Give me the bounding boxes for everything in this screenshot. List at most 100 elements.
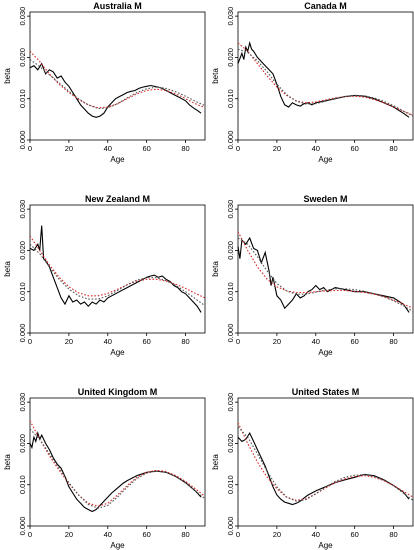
y-tick-label: 0.000: [226, 131, 235, 150]
x-tick-label: 40: [104, 530, 112, 539]
y-tick-label: 0.010: [226, 475, 235, 494]
x-axis-label: Age: [318, 155, 333, 164]
x-tick-label: 40: [104, 337, 112, 346]
x-tick-label: 80: [181, 144, 189, 153]
plot-frame: [29, 11, 206, 141]
x-axis-label: Age: [110, 155, 125, 164]
y-tick-label: 0.000: [18, 517, 27, 536]
y-tick-label: 0.010: [226, 282, 235, 301]
x-tick-label: 20: [65, 337, 73, 346]
y-axis-label: beta: [211, 261, 220, 277]
x-tick-label: 40: [312, 144, 320, 153]
x-tick-label: 40: [312, 337, 320, 346]
y-axis-label: beta: [3, 261, 12, 277]
series-observed-line: [29, 62, 202, 118]
y-tick-label: 0.030: [226, 7, 235, 26]
y-axis-label: beta: [3, 68, 12, 84]
series-dark-dotted-line: [237, 426, 414, 502]
panel-united-kingdom-m: United Kingdom M 0 20 40 60 80 0.000 0.010 0.020…: [3, 387, 206, 550]
panel-sweden-m: Sweden M 0 20 40 60 80 0.000 0.010 0.020 0.030 Age…: [211, 194, 414, 357]
x-tick-label: 0: [28, 337, 32, 346]
series-dark-dotted-line: [237, 48, 414, 117]
series-dark-dotted-line: [29, 243, 206, 307]
y-tick-label: 0.000: [18, 324, 27, 343]
y-axis-label: beta: [3, 454, 12, 470]
series-dark-dotted-line: [29, 428, 206, 509]
y-tick-label: 0.020: [226, 434, 235, 453]
series-red-dotted-line: [237, 231, 414, 309]
panel-title: United States M: [292, 387, 360, 397]
series-red-dotted-line: [237, 422, 414, 501]
y-tick-label: 0.000: [226, 324, 235, 343]
panel-title: United Kingdom M: [78, 387, 158, 397]
x-tick-label: 60: [142, 144, 150, 153]
x-tick-label: 40: [312, 530, 320, 539]
x-tick-label: 80: [389, 530, 397, 539]
panel-australia-m: Australia M 0 20 40 60 80 0.000 0.010 0.020 0.030…: [3, 1, 206, 164]
x-tick-label: 0: [236, 530, 240, 539]
plot-frame: [29, 397, 206, 527]
series-observed-line: [237, 40, 410, 118]
y-tick-label: 0.010: [18, 475, 27, 494]
x-tick-label: 60: [350, 144, 358, 153]
series-dark-dotted-line: [237, 237, 414, 312]
y-tick-label: 0.020: [18, 434, 27, 453]
x-tick-label: 60: [142, 337, 150, 346]
y-tick-label: 0.010: [18, 282, 27, 301]
x-tick-label: 20: [273, 337, 281, 346]
x-tick-label: 80: [389, 337, 397, 346]
x-tick-label: 20: [273, 144, 281, 153]
y-tick-label: 0.010: [18, 89, 27, 108]
x-axis-label: Age: [110, 348, 125, 357]
panel-title: Australia M: [93, 1, 142, 11]
panel-united-states-m: United States M 0 20 40 60 80 0.000 0.010 0.020 0…: [211, 387, 414, 550]
x-tick-label: 0: [236, 337, 240, 346]
y-tick-label: 0.030: [226, 393, 235, 412]
plot-frame: [237, 397, 414, 527]
series-red-dotted-line: [237, 42, 414, 116]
x-tick-label: 20: [65, 144, 73, 153]
y-tick-label: 0.020: [226, 241, 235, 260]
y-tick-label: 0.020: [18, 48, 27, 67]
plot-frame: [29, 204, 206, 334]
series-observed-line: [237, 431, 410, 506]
x-tick-label: 0: [28, 144, 32, 153]
series-red-dotted-line: [29, 50, 206, 109]
x-tick-label: 80: [181, 337, 189, 346]
x-tick-label: 0: [28, 530, 32, 539]
x-tick-label: 80: [389, 144, 397, 153]
plot-frame: [237, 204, 414, 334]
series-red-dotted-line: [29, 235, 206, 299]
x-tick-label: 60: [142, 530, 150, 539]
x-tick-label: 20: [273, 530, 281, 539]
x-tick-label: 60: [350, 337, 358, 346]
x-axis-label: Age: [318, 348, 333, 357]
panel-new-zealand-m: New Zealand M 0 20 40 60 80 0.000 0.010 0.020 0.0…: [3, 194, 206, 357]
x-tick-label: 80: [181, 530, 189, 539]
y-tick-label: 0.020: [226, 48, 235, 67]
y-tick-label: 0.000: [226, 517, 235, 536]
x-tick-label: 60: [350, 530, 358, 539]
series-observed-line: [237, 236, 410, 313]
plot-frame: [237, 11, 414, 141]
series-observed-line: [29, 225, 202, 313]
y-tick-label: 0.030: [18, 393, 27, 412]
x-axis-label: Age: [318, 541, 333, 550]
panel-title: Canada M: [304, 1, 347, 11]
y-axis-label: beta: [211, 454, 220, 470]
y-tick-label: 0.030: [18, 7, 27, 26]
y-tick-label: 0.020: [18, 241, 27, 260]
y-tick-label: 0.000: [18, 131, 27, 150]
panel-title: New Zealand M: [85, 194, 150, 204]
x-tick-label: 40: [104, 144, 112, 153]
x-axis-label: Age: [110, 541, 125, 550]
panel-title: Sweden M: [303, 194, 347, 204]
y-axis-label: beta: [211, 68, 220, 84]
series-dark-dotted-line: [29, 59, 206, 110]
y-tick-label: 0.030: [226, 200, 235, 219]
x-tick-label: 0: [236, 144, 240, 153]
series-observed-line: [29, 431, 202, 513]
panel-canada-m: Canada M 0 20 40 60 80 0.000 0.010 0.020 0.030 Age…: [211, 1, 414, 164]
y-tick-label: 0.030: [18, 200, 27, 219]
